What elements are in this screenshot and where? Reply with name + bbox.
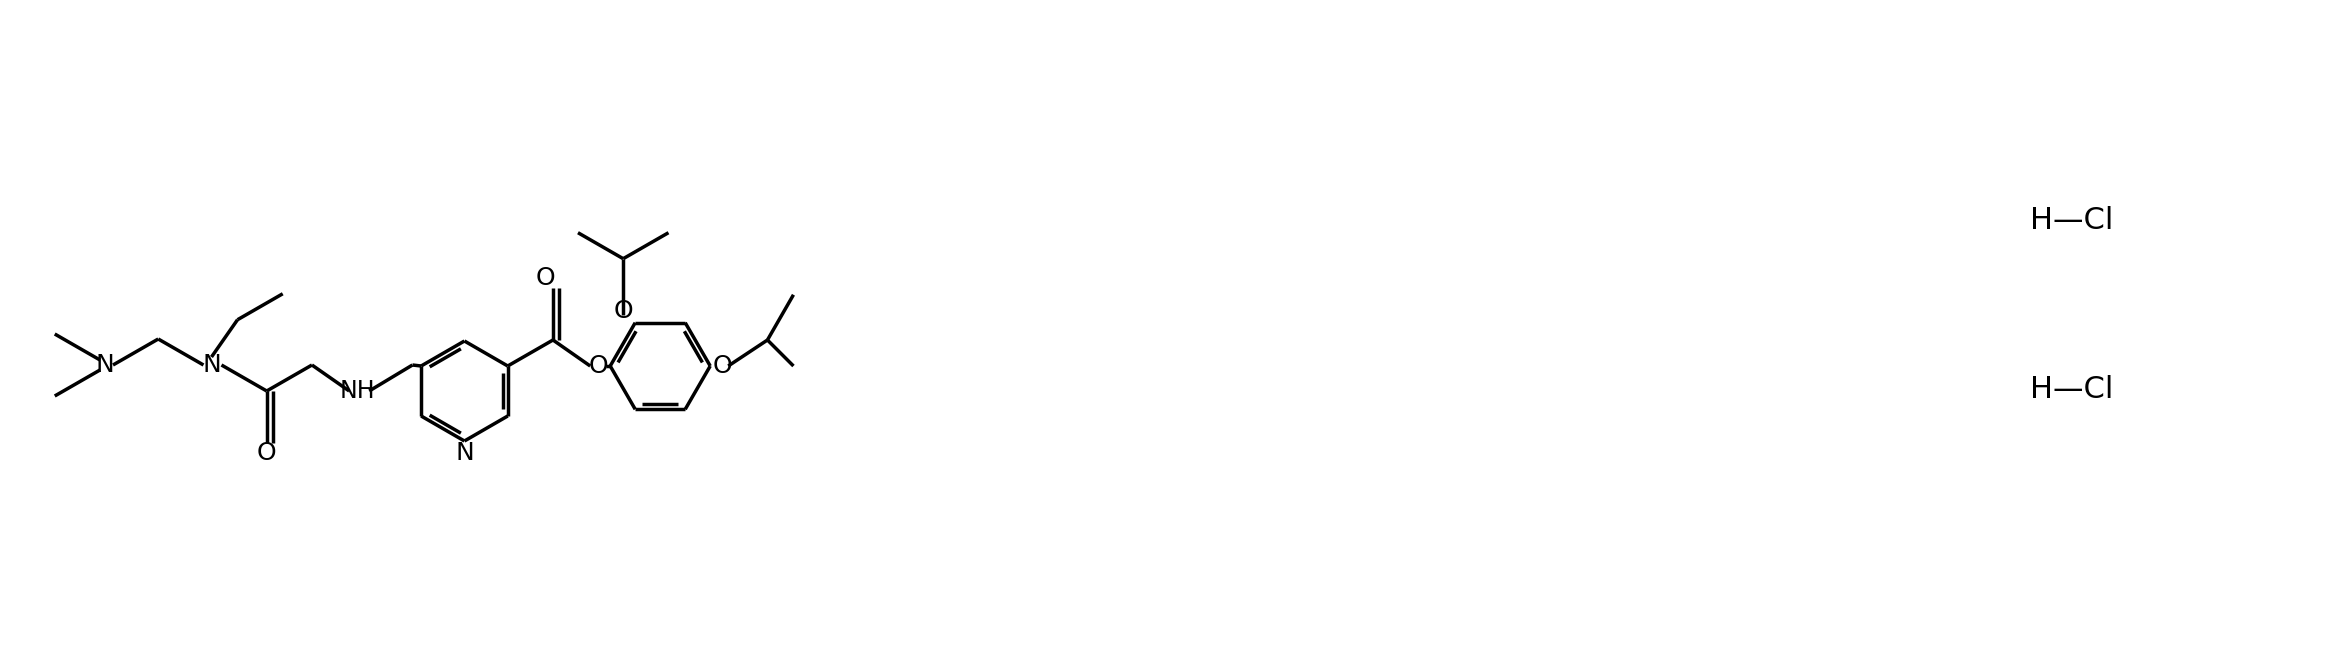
- Text: H—Cl: H—Cl: [2030, 375, 2114, 404]
- Text: O: O: [256, 441, 277, 465]
- Text: O: O: [613, 298, 632, 323]
- Text: O: O: [536, 266, 554, 290]
- Text: N: N: [96, 353, 115, 377]
- Text: O: O: [587, 354, 608, 378]
- Text: N: N: [456, 441, 474, 465]
- Text: NH: NH: [338, 379, 376, 403]
- Text: O: O: [712, 354, 733, 378]
- Text: H—Cl: H—Cl: [2030, 205, 2114, 234]
- Text: N: N: [202, 353, 221, 377]
